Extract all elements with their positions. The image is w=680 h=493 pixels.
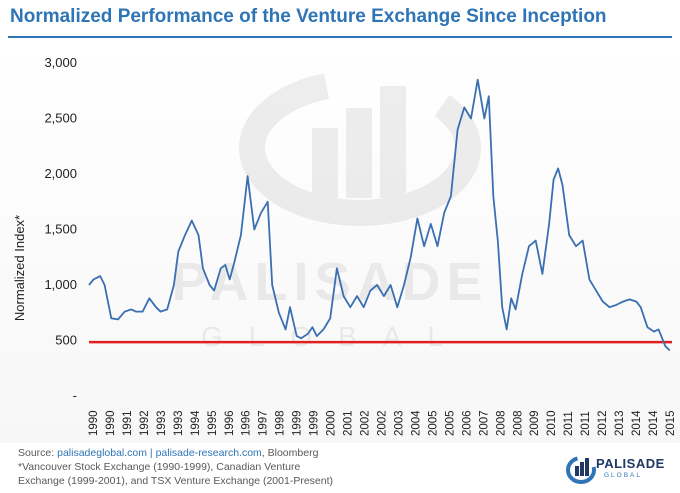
x-tick-label: 1995	[207, 410, 219, 436]
x-tick-label: 2006	[461, 410, 473, 436]
x-tick-label: 1990	[105, 410, 117, 436]
x-tick-label: 1999	[309, 410, 321, 436]
watermark-sub: GLOBAL	[201, 321, 469, 352]
source-prefix: Source:	[18, 447, 58, 459]
x-tick-label: 2007	[478, 410, 490, 436]
y-tick-label: 500	[55, 333, 77, 348]
x-tick-label: 2002	[377, 410, 389, 436]
series-line	[88, 78, 671, 352]
x-tick-label: 2014	[631, 410, 643, 436]
x-tick-label: 2009	[529, 410, 541, 436]
source-suffix: , Bloomberg	[261, 447, 319, 459]
source-link-1[interactable]: palisadeglobal.com	[57, 447, 148, 459]
x-tick-label: 2004	[410, 410, 422, 436]
x-tick-label: 1999	[292, 410, 304, 436]
x-tick-label: 2010	[546, 410, 558, 436]
watermark-brand: PALISADE	[171, 252, 488, 312]
x-tick-label: 2008	[512, 410, 524, 436]
x-tick-label: 1996	[241, 410, 253, 436]
watermark: PALISADE GLOBAL	[171, 70, 488, 352]
y-axis-label: Normalized Index*	[12, 215, 27, 321]
x-tick-label: 2013	[614, 410, 626, 436]
chart-title: Normalized Performance of the Venture Ex…	[10, 6, 607, 27]
palisade-logo: PALISADE GLOBAL	[566, 446, 674, 490]
x-tick-label: 2011	[563, 411, 575, 436]
x-tick-label: 1997	[258, 410, 270, 436]
x-tick-label: 1998	[275, 410, 287, 436]
x-tick-label: 1992	[139, 410, 151, 436]
plot-background	[0, 38, 680, 443]
x-tick-label: 1994	[190, 410, 202, 436]
y-tick-label: 1,000	[44, 277, 77, 292]
chart-footer: Source: palisadeglobal.com | palisade-re…	[18, 446, 488, 488]
x-tick-label: 2008	[495, 410, 507, 436]
watermark-bar-1	[312, 128, 338, 198]
x-tick-label: 2001	[343, 410, 355, 436]
x-tick-label: 2005	[444, 410, 456, 436]
x-axis: 1990 1990 1991 1992 1993 1993 1994 1995 1996 1996…	[88, 410, 677, 436]
x-tick-label: 2014	[648, 410, 660, 436]
x-tick-label: 2011	[580, 411, 592, 436]
x-tick-label: 2002	[360, 410, 372, 436]
y-tick-label: 2,000	[44, 166, 77, 181]
x-tick-label: 1996	[224, 410, 236, 436]
x-tick-label: 1993	[156, 410, 168, 436]
x-tick-label: 2005	[427, 410, 439, 436]
x-tick-label: 1990	[88, 410, 100, 436]
source-line: Source: palisadeglobal.com | palisade-re…	[18, 446, 488, 460]
x-tick-label: 1991	[122, 410, 134, 436]
y-axis: - 500 1,000 1,500 2,000 2,500 3,000	[44, 55, 77, 403]
x-tick-label: 2015	[665, 410, 677, 436]
title-divider	[8, 36, 672, 38]
source-link-2[interactable]: palisade-research.com	[155, 447, 262, 459]
y-tick-label: -	[73, 388, 77, 403]
x-tick-label: 2012	[597, 410, 609, 436]
watermark-swirl	[239, 70, 481, 226]
x-tick-label: 1993	[173, 410, 185, 436]
line-chart: PALISADE GLOBAL Normalized Index* - 500 1,…	[12, 55, 677, 436]
watermark-bar-3	[380, 86, 406, 198]
y-tick-label: 3,000	[44, 55, 77, 70]
footnote-line-1: *Vancouver Stock Exchange (1990-1999), C…	[18, 461, 301, 473]
x-tick-label: 2000	[326, 410, 338, 436]
watermark-bar-2	[346, 108, 372, 198]
y-tick-label: 2,500	[44, 111, 77, 126]
source-separator: |	[147, 447, 156, 459]
logo-sub: GLOBAL	[604, 472, 643, 479]
footnote-line-2: Exchange (1999-2001), and TSX Venture Ex…	[18, 475, 334, 487]
logo-icon	[566, 456, 596, 484]
x-tick-label: 2003	[393, 410, 405, 436]
logo-word: PALISADE	[596, 456, 665, 471]
y-tick-label: 1,500	[44, 222, 77, 237]
